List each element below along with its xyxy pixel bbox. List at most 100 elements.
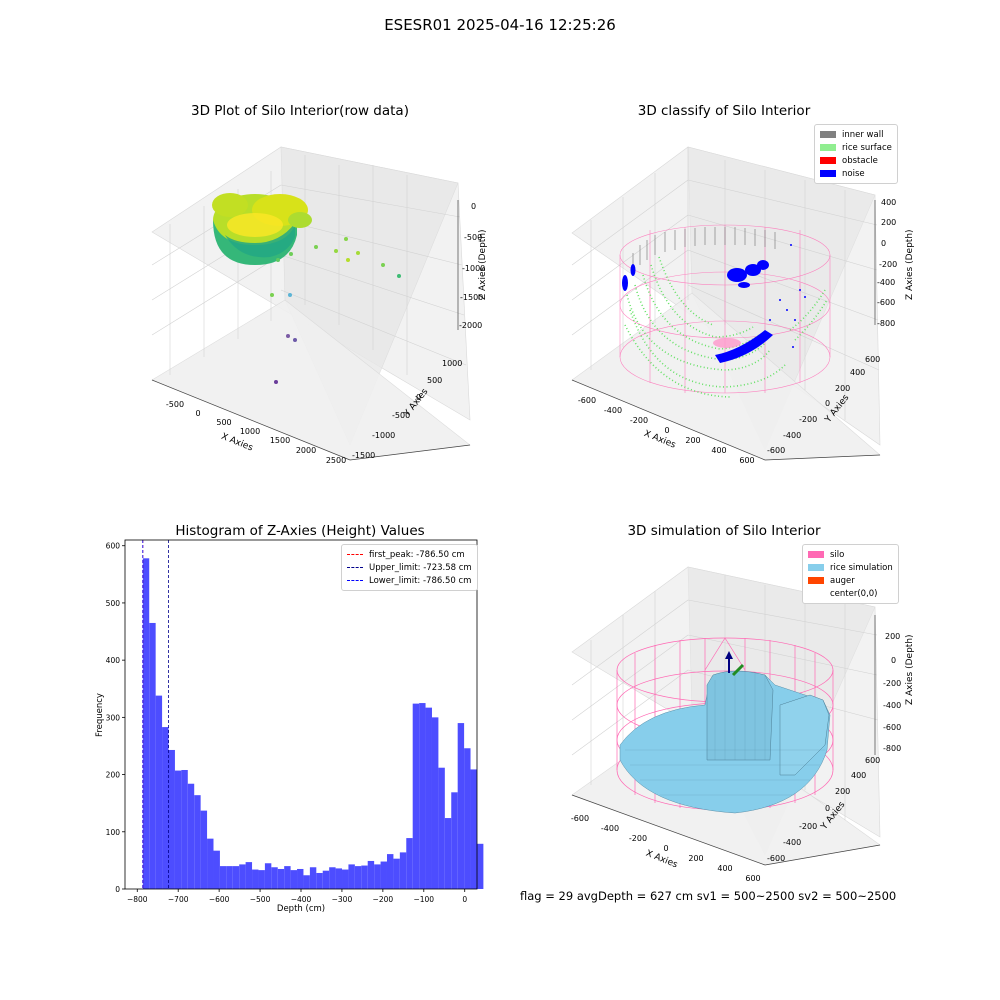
histogram-bar — [322, 870, 330, 889]
histogram-legend-item: Upper_limit: -723.58 cm — [347, 561, 472, 574]
histogram-bar — [213, 850, 220, 889]
panel4-legend: silo rice simulation auger center(0,0) — [802, 544, 899, 604]
svg-text:1000: 1000 — [442, 359, 462, 368]
x-tick-label: −500 — [250, 895, 271, 904]
svg-text:0: 0 — [663, 844, 668, 853]
svg-text:500: 500 — [427, 376, 442, 385]
histogram-bar — [335, 868, 343, 889]
histogram-bar — [252, 869, 259, 889]
panel4-silo-wireframe — [616, 637, 834, 811]
histogram-bar — [232, 866, 240, 889]
svg-text:2000: 2000 — [296, 446, 316, 455]
svg-text:0: 0 — [825, 399, 830, 408]
svg-text:-600: -600 — [578, 396, 596, 405]
panel2-legend: inner wall rice surface obstacle noise — [814, 124, 898, 184]
svg-text:0: 0 — [664, 426, 669, 435]
svg-text:2500: 2500 — [326, 456, 346, 465]
panel2-center-marker — [713, 338, 741, 348]
y-tick-label: 600 — [106, 542, 121, 551]
panel4-title: 3D simulation of Silo Interior — [627, 523, 821, 539]
svg-text:200: 200 — [885, 632, 900, 641]
histogram-bar — [464, 748, 471, 889]
histogram-bar — [245, 862, 253, 889]
legend-swatch — [820, 131, 836, 138]
svg-text:-400: -400 — [883, 701, 901, 710]
svg-text:-1000: -1000 — [462, 264, 485, 273]
legend-swatch — [820, 170, 836, 177]
panel1-grid — [151, 155, 467, 375]
svg-text:-600: -600 — [571, 814, 589, 823]
panel2-legend-item: obstacle — [820, 154, 892, 167]
panel4-legend-item: rice simulation — [808, 561, 893, 574]
svg-text:-200: -200 — [799, 415, 817, 424]
svg-text:-400: -400 — [601, 824, 619, 833]
panel1-z-ticks: 0 -500 -1000 -1500 -2000 — [459, 202, 485, 330]
panel4-z-ticks: 200 0 -200 -400 -600 -800 — [883, 632, 901, 753]
x-tick-label: −100 — [413, 895, 434, 904]
panel2-panes — [571, 146, 881, 461]
histogram-bar — [361, 865, 368, 889]
svg-text:600: 600 — [865, 355, 880, 364]
histogram-bar — [271, 867, 278, 889]
panel4-x-ticks: -600 -400 -200 0 200 400 600 — [571, 814, 761, 883]
histogram-bar — [162, 727, 169, 889]
panel2-rice-surface — [624, 256, 828, 398]
histogram-xlabel: Depth (cm) — [277, 904, 325, 914]
svg-text:400: 400 — [717, 864, 732, 873]
histogram-bar — [194, 795, 201, 889]
svg-text:-800: -800 — [877, 319, 895, 328]
x-tick-label: −700 — [168, 895, 189, 904]
svg-text:0: 0 — [825, 804, 830, 813]
panel2-plot: -600 -400 -200 0 200 400 600 X Axies -60… — [571, 146, 915, 465]
svg-text:0: 0 — [195, 409, 200, 418]
y-tick-label: 300 — [106, 713, 121, 722]
x-tick-label: −800 — [127, 895, 148, 904]
histogram-bar — [297, 868, 304, 889]
svg-text:200: 200 — [835, 787, 850, 796]
svg-text:600: 600 — [865, 756, 880, 765]
svg-text:-500: -500 — [166, 400, 184, 409]
histogram-bar — [149, 622, 156, 889]
histogram-bar — [476, 843, 484, 889]
panel4-legend-item: auger — [808, 574, 893, 587]
y-tick-label: 100 — [106, 828, 121, 837]
svg-text:-2000: -2000 — [459, 321, 482, 330]
x-tick-label: −600 — [209, 895, 230, 904]
panel2-z-ticks: 400 200 0 -200 -400 -600 -800 — [877, 198, 897, 328]
histogram-legend-item: Lower_limit: -786.50 cm — [347, 574, 472, 587]
svg-text:-600: -600 — [767, 854, 785, 863]
histogram-bar — [380, 861, 387, 889]
x-tick-label: −300 — [332, 895, 353, 904]
svg-text:400: 400 — [711, 446, 726, 455]
histogram-bar — [431, 717, 439, 889]
panel2-legend-item: noise — [820, 167, 892, 180]
svg-text:-1500: -1500 — [352, 451, 375, 460]
center-arrow-icon — [725, 651, 733, 659]
legend-swatch — [808, 551, 824, 558]
histogram-bar — [187, 783, 195, 889]
svg-text:200: 200 — [881, 218, 896, 227]
svg-text:-400: -400 — [877, 278, 895, 287]
panel2-legend-item: rice surface — [820, 141, 892, 154]
svg-text:0: 0 — [881, 239, 886, 248]
panel4-plot: -600 -400 -200 0 200 400 600 X Axies -60… — [571, 566, 915, 883]
panel1-plot: -500 0 500 1000 1500 2000 2500 X Axies -… — [151, 146, 488, 465]
svg-text:-400: -400 — [783, 431, 801, 440]
panel2-zlabel: Z Axies (Depth) — [905, 229, 915, 300]
svg-text:1500: 1500 — [270, 436, 290, 445]
panel2-noise — [622, 244, 806, 363]
histogram-bar — [354, 866, 362, 889]
panel2-title: 3D classify of Silo Interior — [637, 103, 811, 119]
histogram-threshold-lines — [142, 540, 169, 889]
svg-text:200: 200 — [835, 384, 850, 393]
legend-swatch — [808, 590, 824, 597]
panel4-axes — [571, 615, 881, 866]
svg-text:400: 400 — [881, 198, 896, 207]
histogram-bar — [374, 864, 381, 889]
svg-text:-1000: -1000 — [372, 431, 395, 440]
panel2-silo-wireframe — [619, 224, 831, 394]
histogram-bar — [303, 875, 310, 889]
histogram-bar — [168, 749, 175, 889]
svg-text:-600: -600 — [877, 298, 895, 307]
svg-text:0: 0 — [891, 656, 896, 665]
